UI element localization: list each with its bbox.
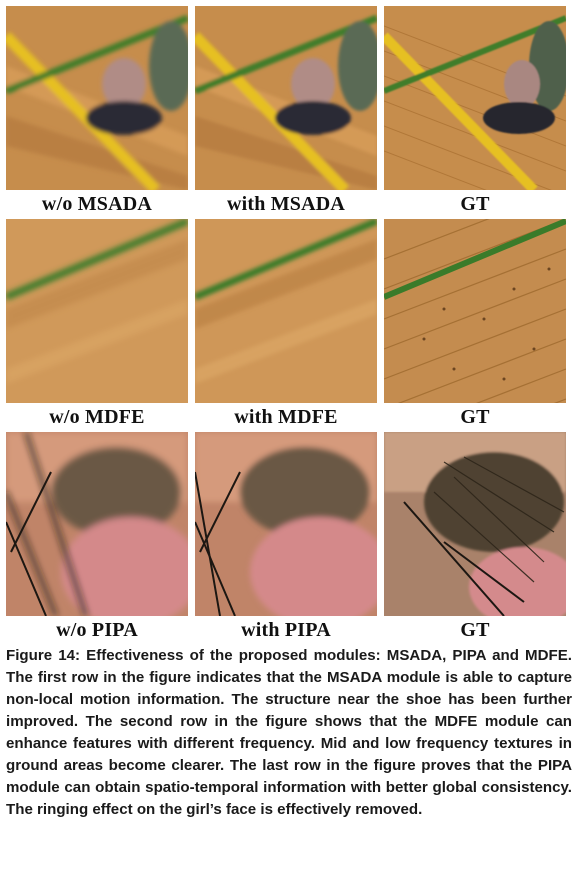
panel-with-pipa: with PIPA — [195, 432, 377, 644]
panel-label: w/o PIPA — [56, 619, 138, 641]
panel-image-ground-truth-floor — [384, 219, 566, 403]
panel-label: with MSADA — [226, 193, 346, 215]
panel-image-blurred-shoe — [6, 6, 188, 190]
panel-image-blurred-face — [6, 432, 188, 616]
panel-label: with PIPA — [241, 619, 331, 641]
figure-row-pipa: w/o PIPA — [6, 432, 574, 645]
panel-image-improved-shoe — [195, 6, 377, 190]
figure-row-mdfe: w/o MDFE with MDFE — [6, 219, 574, 432]
panel-image-blurred-floor — [6, 219, 188, 403]
panel-gt-mdfe: GT — [384, 219, 566, 431]
panel-with-mdfe: with MDFE — [195, 219, 377, 431]
panel-label: GT — [460, 619, 490, 641]
panel-image-enhanced-floor — [195, 219, 377, 403]
panel-wo-pipa: w/o PIPA — [6, 432, 188, 644]
figure-row-msada: w/o MSADA with MS — [6, 6, 574, 219]
panel-image-ground-truth-face — [384, 432, 566, 616]
panel-gt-pipa: GT — [384, 432, 566, 644]
panel-label: GT — [460, 193, 490, 215]
panel-wo-mdfe: w/o MDFE — [6, 219, 188, 431]
panel-wo-msada: w/o MSADA — [6, 6, 188, 218]
figure-caption: Figure 14: Effectiveness of the proposed… — [6, 647, 572, 818]
panel-label: w/o MSADA — [41, 193, 153, 215]
panel-label: with MDFE — [234, 406, 338, 428]
panel-gt-msada: GT — [384, 6, 566, 218]
panel-label: GT — [460, 406, 490, 428]
panel-image-improved-face — [195, 432, 377, 616]
panel-with-msada: with MSADA — [195, 6, 377, 218]
panel-image-ground-truth-shoe — [384, 6, 566, 190]
figure-grid: w/o MSADA with MS — [6, 6, 574, 645]
panel-label: w/o MDFE — [49, 406, 145, 428]
